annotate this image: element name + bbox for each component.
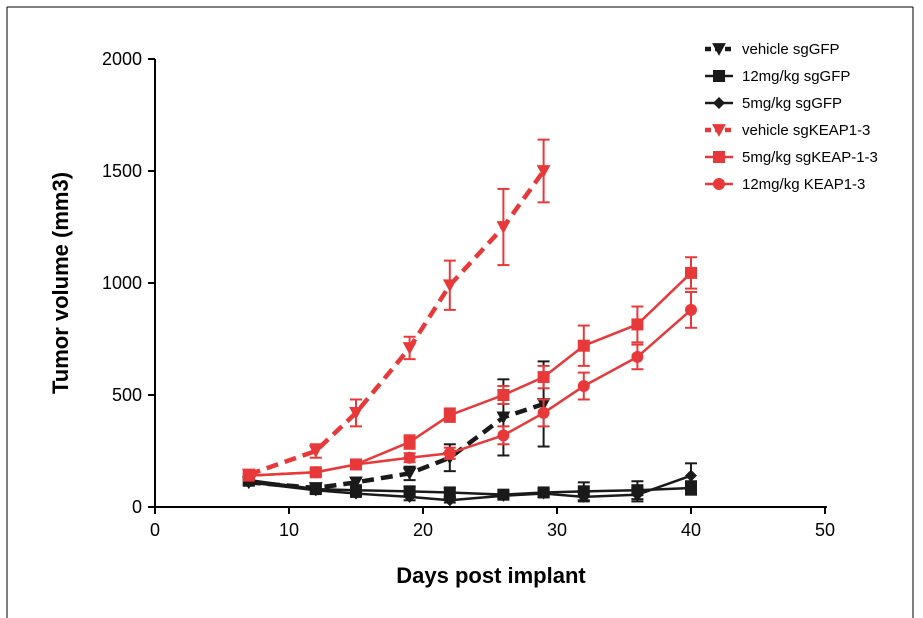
legend-marker	[713, 151, 725, 163]
data-point	[349, 476, 363, 490]
data-point	[536, 165, 551, 178]
legend-marker	[712, 124, 726, 137]
data-point	[537, 371, 550, 384]
data-point	[496, 411, 511, 425]
y-tick-label: 2000	[102, 49, 142, 69]
series-line	[248, 474, 692, 502]
series-line	[248, 169, 546, 477]
data-point	[443, 409, 456, 422]
data-point	[443, 486, 456, 499]
data-point	[577, 490, 590, 503]
legend-label: vehicle sgKEAP1-3	[742, 122, 870, 139]
data-point	[442, 279, 457, 293]
data-point	[309, 484, 322, 497]
data-point	[403, 436, 416, 449]
data-point	[349, 407, 363, 420]
data-point	[577, 339, 590, 352]
data-point	[537, 406, 550, 419]
series-3	[242, 462, 697, 507]
data-point	[443, 494, 456, 507]
x-tick-label: 20	[413, 520, 433, 540]
legend-label: 5mg/kg sgKEAP-1-3	[742, 149, 878, 166]
data-point	[402, 467, 417, 481]
x-tick-label: 40	[681, 520, 701, 540]
data-point	[403, 451, 416, 464]
data-point	[443, 447, 456, 460]
data-point	[403, 490, 416, 503]
legend-item: 5mg/kg sgGFP	[705, 95, 842, 112]
data-point	[402, 342, 417, 355]
legend-item: 5mg/kg sgKEAP-1-3	[705, 149, 878, 166]
data-point	[537, 487, 550, 500]
plot-area	[241, 138, 697, 507]
legend: vehicle sgGFP 12mg/kg sgGFP 5mg/kg sgGFP ve…	[705, 41, 878, 193]
legend-item: vehicle sgKEAP1-3	[705, 122, 870, 139]
series-6	[242, 290, 697, 482]
data-point	[631, 488, 644, 501]
data-point	[497, 429, 510, 442]
legend-marker	[712, 43, 726, 56]
legend-item: vehicle sgGFP	[705, 41, 840, 58]
legend-marker	[713, 70, 725, 82]
legend-marker	[713, 97, 725, 109]
legend-item: 12mg/kg sgGFP	[705, 68, 850, 85]
y-axis-label: Tumor volume (mm3)	[48, 172, 73, 394]
legend-label: 12mg/kg KEAP1-3	[742, 176, 865, 193]
x-tick-label: 10	[279, 520, 299, 540]
data-point	[577, 380, 590, 393]
legend-item: 12mg/kg KEAP1-3	[705, 176, 865, 193]
data-point	[308, 445, 323, 458]
data-point	[685, 303, 697, 316]
legend-label: 5mg/kg sgGFP	[742, 95, 842, 112]
y-tick-label: 1500	[102, 161, 142, 181]
series-line	[248, 308, 692, 477]
data-point	[350, 458, 362, 471]
data-point	[350, 487, 362, 500]
data-point	[685, 469, 697, 482]
data-point	[497, 389, 510, 401]
x-tick-label: 50	[815, 520, 835, 540]
data-point	[496, 221, 511, 234]
data-point	[685, 266, 697, 279]
y-tick-label: 1000	[102, 273, 142, 293]
data-point	[309, 466, 322, 479]
y-tick-label: 0	[132, 497, 142, 517]
data-point	[497, 489, 510, 502]
x-tick-label: 0	[150, 520, 160, 540]
y-tick-label: 500	[112, 385, 142, 405]
data-point	[242, 469, 255, 482]
legend-marker	[713, 178, 725, 190]
data-point	[631, 318, 644, 331]
data-point	[631, 350, 644, 363]
legend-label: 12mg/kg sgGFP	[742, 68, 850, 85]
legend-label: vehicle sgGFP	[742, 41, 840, 58]
x-axis-label: Days post implant	[396, 563, 586, 588]
x-tick-label: 30	[547, 520, 567, 540]
series-line	[248, 478, 692, 496]
